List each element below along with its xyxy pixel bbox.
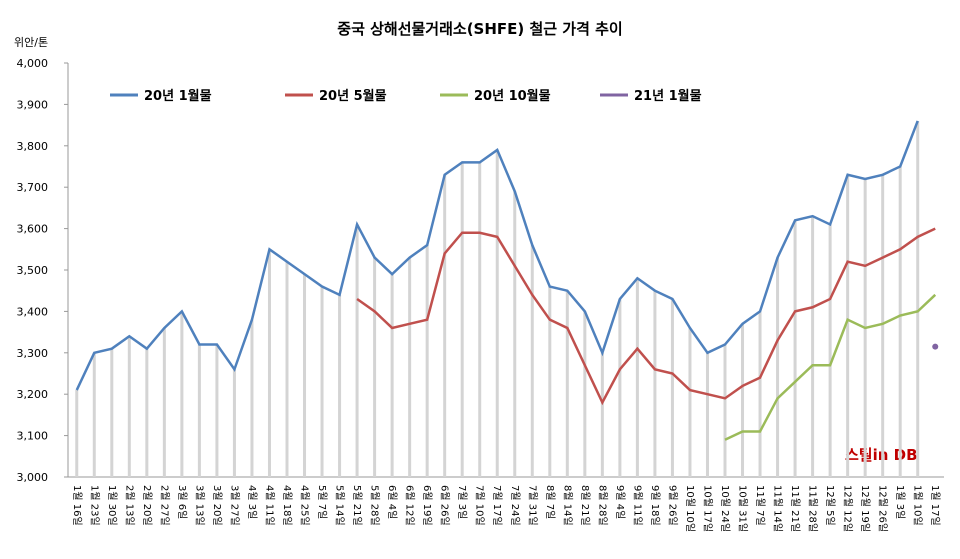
series-line [356,227,936,406]
x-tick-label: 1월 17일 [929,485,941,526]
x-tick-label: 6월 12일 [404,485,416,526]
y-tick-label: 3,000 [17,471,49,484]
y-tick-label: 3,800 [17,140,49,153]
legend-label: 20년 1월물 [144,88,212,104]
x-tick-label: 2월 13일 [123,485,135,526]
y-tick-label: 3,300 [17,347,49,360]
x-tick-label: 3월 6일 [176,485,188,519]
x-tick-label: 6월 19일 [421,485,433,526]
line-point [932,343,939,350]
chart-title: 중국 상해선물거래소(SHFE) 철근 가격 추이 [337,20,622,38]
x-tick-label: 1월 3일 [894,485,906,519]
x-tick-label: 1월 30일 [106,485,118,526]
x-tick-label: 9월 4일 [614,485,626,519]
x-tick-label: 8월 28일 [596,485,608,526]
x-tick-label: 1월 10일 [912,485,924,526]
x-tick-label: 2월 27일 [158,485,170,526]
x-tick-label: 3월 13일 [193,485,205,526]
x-tick-label: 1월 23일 [88,485,100,526]
y-tick-label: 3,900 [17,98,49,111]
x-tick-label: 10월 17일 [701,485,713,532]
x-tick-label: 8월 21일 [579,485,591,526]
x-tick-label: 7월 3일 [456,485,468,519]
y-tick-label: 3,200 [17,388,49,401]
y-tick-label: 3,500 [17,264,49,277]
x-tick-label: 9월 11일 [631,485,643,526]
x-tick-label: 12월 19일 [859,485,871,532]
x-tick-label: 7월 10일 [474,485,486,526]
x-tick-label: 4월 25일 [299,485,311,526]
x-tick-label: 12월 12일 [842,485,854,532]
x-tick-label: 7월 24일 [509,485,521,526]
x-tick-label: 10월 31일 [737,485,749,532]
x-tick-label: 6월 26일 [439,485,451,526]
y-tick-label: 3,600 [17,223,49,236]
x-tick-label: 10월 10일 [684,485,696,532]
y-axis-label: 위안/톤 [14,36,48,49]
x-tick-label: 10월 24일 [719,485,731,532]
x-tick-label: 4월 3일 [246,485,258,519]
x-tick-label: 12월 26일 [877,485,889,532]
x-tick-label: 5월 21일 [351,485,363,526]
series-line [724,293,937,441]
x-tick-label: 9월 26일 [666,485,678,526]
x-tick-label: 8월 14일 [561,485,573,526]
x-tick-label: 2월 20일 [141,485,153,526]
series-line [75,120,919,391]
x-tick-label: 4월 18일 [281,485,293,526]
legend-label: 20년 5월물 [319,88,387,104]
x-tick-label: 6월 4일 [386,485,398,519]
x-tick-label: 7월 31일 [526,485,538,526]
legend-label: 21년 1월물 [634,88,702,104]
x-tick-label: 3월 20일 [211,485,223,526]
y-tick-label: 3,400 [17,305,49,318]
x-tick-label: 5월 7일 [316,485,328,519]
x-tick-label: 8월 7일 [544,485,556,519]
x-tick-label: 11월 28일 [807,485,819,532]
x-tick-label: 3월 27일 [228,485,240,526]
x-tick-label: 9월 18일 [649,485,661,526]
y-tick-label: 4,000 [17,57,49,70]
x-tick-label: 5월 28일 [369,485,381,526]
x-tick-label: 4월 11일 [263,485,275,526]
x-tick-label: 1월 16일 [71,485,83,526]
x-tick-label: 11월 7일 [754,485,766,526]
x-tick-label: 7월 17일 [491,485,503,526]
y-tick-label: 3,700 [17,181,49,194]
legend-label: 20년 10월물 [474,88,551,104]
y-tick-label: 3,100 [17,430,49,443]
x-tick-label: 12월 5일 [824,485,836,526]
x-tick-label: 5월 14일 [334,485,346,526]
x-tick-label: 11월 14일 [772,485,784,532]
x-tick-label: 11월 21일 [789,485,801,532]
